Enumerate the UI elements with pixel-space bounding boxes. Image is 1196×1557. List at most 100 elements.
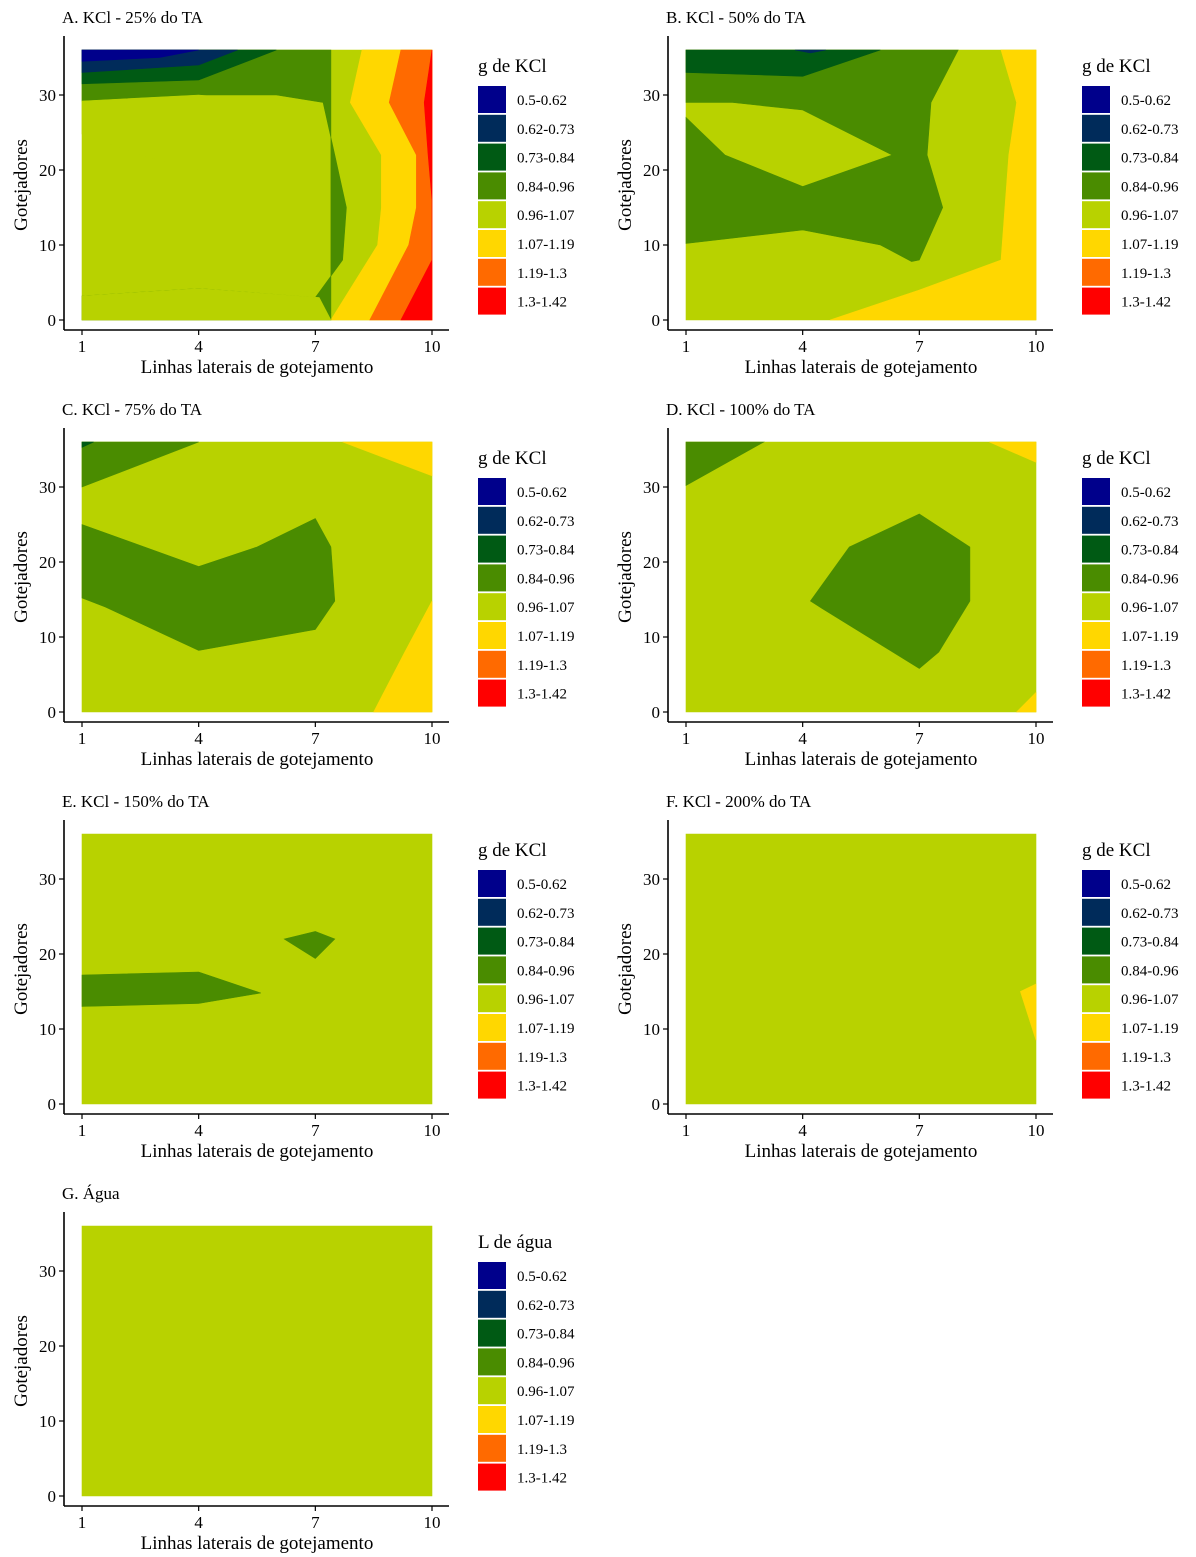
contour-region (81, 94, 278, 171)
legend-swatch (1082, 985, 1110, 1013)
legend-swatch (1082, 201, 1110, 229)
legend-label: 1.19-1.3 (517, 1442, 567, 1458)
x-axis-label: Linhas laterais de gotejamento (141, 357, 374, 378)
y-tick-label: 0 (48, 703, 57, 722)
y-tick-label: 30 (39, 1262, 56, 1281)
legend-swatch (478, 506, 506, 534)
panel-title: F. KCl - 200% do TA (666, 792, 812, 811)
legend-swatch (1082, 956, 1110, 984)
x-tick-label: 10 (1028, 1121, 1045, 1140)
y-tick-label: 0 (48, 1095, 57, 1114)
contour-region (685, 441, 765, 487)
legend-label: 0.73-0.84 (517, 1327, 575, 1343)
x-axis-label: Linhas laterais de gotejamento (141, 1533, 374, 1554)
legend-swatch (1082, 650, 1110, 678)
legend-label: 1.07-1.19 (517, 1413, 575, 1429)
legend-label: 1.3-1.42 (517, 295, 567, 311)
y-tick-label: 20 (39, 161, 56, 180)
x-axis-label: Linhas laterais de gotejamento (141, 749, 374, 770)
contour-region (81, 971, 261, 1007)
contour-region (1015, 691, 1037, 713)
legend-swatch (478, 287, 506, 315)
legend-swatch (478, 1463, 506, 1491)
legend-label: 1.3-1.42 (517, 1079, 567, 1095)
y-tick-label: 0 (48, 1487, 57, 1506)
legend-swatch (478, 593, 506, 621)
y-axis-label: Gotejadores (11, 139, 32, 231)
x-tick-label: 1 (78, 1513, 87, 1532)
contour-panel: F. KCl - 200% do TA 1 4 7 10 0 10 20 30 Linhas la… (615, 792, 1179, 1162)
contour-region (81, 49, 199, 62)
contour-region (342, 441, 433, 477)
y-tick-label: 20 (39, 553, 56, 572)
legend-swatch (1082, 287, 1110, 315)
contour-region (81, 441, 199, 488)
legend-label: 0.5-0.62 (517, 877, 567, 893)
y-tick-label: 30 (39, 870, 56, 889)
legend-title: g de KCl (1082, 840, 1151, 861)
panel-title: C. KCl - 75% do TA (62, 400, 203, 419)
legend-swatch (1082, 258, 1110, 286)
legend-swatch (1082, 86, 1110, 113)
legend-swatch (478, 1348, 506, 1376)
legend-label: 0.84-0.96 (517, 963, 575, 979)
legend-label: 0.62-0.73 (517, 906, 575, 922)
legend-swatch (1082, 114, 1110, 142)
legend-swatch (1082, 230, 1110, 257)
panel-title: B. KCl - 50% do TA (666, 8, 807, 27)
legend-label: 0.73-0.84 (517, 543, 575, 559)
legend-swatch (1082, 564, 1110, 592)
legend-label: 0.73-0.84 (1121, 935, 1179, 951)
legend-swatch (478, 201, 506, 229)
legend-label: 0.5-0.62 (517, 1269, 567, 1285)
legend-label: 1.3-1.42 (517, 687, 567, 703)
legend-swatch (478, 86, 506, 113)
x-tick-label: 7 (915, 337, 924, 356)
legend-swatch (478, 258, 506, 286)
legend-swatch (1082, 172, 1110, 200)
x-tick-label: 7 (311, 337, 320, 356)
y-tick-label: 30 (39, 86, 56, 105)
y-tick-label: 0 (652, 1095, 661, 1114)
legend-label: 0.5-0.62 (1121, 93, 1171, 109)
legend-label: 1.07-1.19 (1121, 629, 1179, 645)
legend-swatch (478, 1377, 506, 1405)
legend-swatch (478, 564, 506, 592)
legend-label: 0.96-1.07 (517, 1384, 575, 1400)
y-tick-label: 10 (39, 236, 56, 255)
x-tick-label: 7 (915, 1121, 924, 1140)
x-tick-label: 4 (798, 337, 807, 356)
legend-swatch (478, 535, 506, 563)
legend-label: 0.84-0.96 (517, 179, 575, 195)
legend-swatch (478, 1319, 506, 1347)
y-tick-label: 0 (48, 311, 57, 330)
legend-label: 1.07-1.19 (1121, 1021, 1179, 1037)
legend-label: 0.96-1.07 (517, 992, 575, 1008)
contour-region (685, 833, 1037, 1105)
x-axis-label: Linhas laterais de gotejamento (141, 1141, 374, 1162)
legend-swatch (478, 927, 506, 955)
legend-label: 0.96-1.07 (517, 208, 575, 224)
legend-swatch (1082, 1071, 1110, 1099)
y-tick-label: 10 (643, 236, 660, 255)
legend-swatch (478, 985, 506, 1013)
legend-swatch (1082, 870, 1110, 897)
legend-label: 0.62-0.73 (1121, 122, 1179, 138)
contour-region (829, 49, 1037, 321)
x-tick-label: 4 (194, 1513, 203, 1532)
y-axis-label: Gotejadores (615, 923, 636, 1015)
panel-title: E. KCl - 150% do TA (62, 792, 210, 811)
legend-title: g de KCl (478, 56, 547, 77)
legend-swatch (478, 622, 506, 649)
legend-label: 0.84-0.96 (1121, 571, 1179, 587)
x-axis-label: Linhas laterais de gotejamento (745, 1141, 978, 1162)
x-tick-label: 7 (311, 1513, 320, 1532)
legend-swatch (478, 956, 506, 984)
legend-label: 0.96-1.07 (517, 600, 575, 616)
contour-region (81, 288, 332, 321)
x-tick-label: 4 (194, 1121, 203, 1140)
panel-title: A. KCl - 25% do TA (62, 8, 204, 27)
x-tick-label: 7 (915, 729, 924, 748)
x-tick-label: 1 (682, 337, 691, 356)
legend-swatch (1082, 622, 1110, 649)
